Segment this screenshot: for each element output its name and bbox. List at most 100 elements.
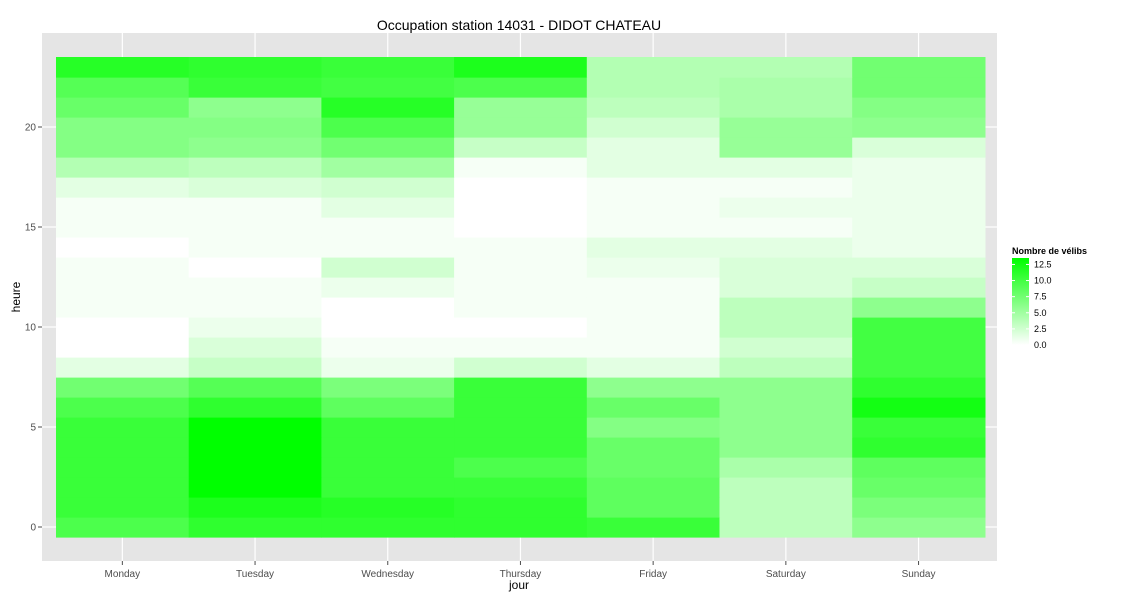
- heatmap-cell: [56, 397, 190, 418]
- heatmap-cell: [719, 237, 853, 258]
- heatmap-cell: [852, 417, 986, 438]
- heatmap-cell: [454, 457, 588, 478]
- x-tick-label-tuesday: Tuesday: [236, 569, 274, 580]
- heatmap-cell: [56, 57, 190, 78]
- heatmap-cell: [852, 277, 986, 298]
- heatmap-cell: [454, 57, 588, 78]
- heatmap-cell: [586, 97, 721, 118]
- heatmap-cell: [56, 77, 190, 98]
- heatmap-cell: [852, 237, 986, 258]
- heatmap-cell: [852, 57, 986, 78]
- heatmap-cell: [454, 277, 588, 298]
- x-tick-label-thursday: Thursday: [500, 569, 542, 580]
- heatmap-cell: [56, 117, 190, 138]
- y-tick-label: 0: [30, 523, 36, 534]
- heatmap-cell: [454, 117, 588, 138]
- heatmap-cell: [321, 497, 455, 518]
- heatmap-cell: [852, 337, 986, 358]
- heatmap-cell: [586, 317, 721, 338]
- heatmap-cell: [321, 77, 455, 98]
- heatmap-cell: [852, 457, 986, 478]
- heatmap-cell: [56, 377, 190, 398]
- heatmap-cell: [454, 437, 588, 458]
- heatmap-cell: [188, 237, 322, 258]
- heatmap-cell: [719, 157, 853, 178]
- heatmap-cell: [852, 157, 986, 178]
- heatmap-cell: [586, 437, 721, 458]
- heatmap-cell: [188, 97, 322, 118]
- legend-tick-label: 10.0: [1034, 276, 1052, 286]
- heatmap-cell: [586, 57, 721, 78]
- heatmap-cell: [454, 477, 588, 498]
- heatmap-cell: [188, 277, 322, 298]
- y-tick-label: 15: [25, 223, 37, 234]
- heatmap-cell: [719, 77, 853, 98]
- heatmap-cell: [188, 77, 322, 98]
- x-tick-label-monday: Monday: [105, 569, 141, 580]
- heatmap-cell: [719, 97, 853, 118]
- heatmap-cells: [56, 57, 986, 538]
- heatmap-cell: [454, 397, 588, 418]
- heatmap-cell: [454, 517, 588, 538]
- heatmap-cell: [56, 137, 190, 158]
- heatmap-cell: [586, 297, 721, 318]
- heatmap-cell: [454, 357, 588, 378]
- heatmap-cell: [56, 97, 190, 118]
- heatmap-cell: [719, 517, 853, 538]
- heatmap-cell: [719, 397, 853, 418]
- heatmap-cell: [56, 517, 190, 538]
- heatmap-cell: [719, 217, 853, 238]
- heatmap-cell: [852, 437, 986, 458]
- heatmap-cell: [719, 417, 853, 438]
- heatmap-cell: [454, 97, 588, 118]
- heatmap-cell: [321, 457, 455, 478]
- heatmap-cell: [321, 237, 455, 258]
- heatmap-cell: [586, 157, 721, 178]
- heatmap-cell: [586, 417, 721, 438]
- heatmap-cell: [56, 297, 190, 318]
- heatmap-cell: [586, 457, 721, 478]
- heatmap-cell: [454, 297, 588, 318]
- heatmap-cell: [321, 477, 455, 498]
- y-axis-title: heure: [9, 281, 23, 312]
- heatmap-cell: [188, 317, 322, 338]
- legend-colorbar: [1012, 258, 1029, 345]
- heatmap-cell: [188, 57, 322, 78]
- heatmap-cell: [188, 497, 322, 518]
- heatmap-cell: [56, 257, 190, 278]
- heatmap-cell: [586, 117, 721, 138]
- legend-tick-label: 0.0: [1034, 340, 1047, 350]
- heatmap-cell: [852, 117, 986, 138]
- x-tick-label-sunday: Sunday: [902, 569, 936, 580]
- heatmap-cell: [454, 337, 588, 358]
- heatmap-cell: [56, 477, 190, 498]
- heatmap-cell: [586, 477, 721, 498]
- heatmap-cell: [321, 417, 455, 438]
- heatmap-cell: [188, 177, 322, 198]
- heatmap-cell: [188, 437, 322, 458]
- heatmap-cell: [586, 337, 721, 358]
- heatmap-cell: [719, 497, 853, 518]
- heatmap-cell: [188, 157, 322, 178]
- heatmap-cell: [188, 377, 322, 398]
- heatmap-cell: [321, 277, 455, 298]
- heatmap-cell: [719, 257, 853, 278]
- heatmap-cell: [719, 117, 853, 138]
- heatmap-cell: [586, 237, 721, 258]
- y-tick-label: 5: [30, 423, 36, 434]
- heatmap-cell: [852, 397, 986, 418]
- legend-tick-label: 5.0: [1034, 308, 1047, 318]
- heatmap-cell: [56, 337, 190, 358]
- heatmap-cell: [321, 357, 455, 378]
- heatmap-cell: [454, 377, 588, 398]
- heatmap-cell: [586, 137, 721, 158]
- heatmap-cell: [321, 257, 455, 278]
- heatmap-cell: [719, 377, 853, 398]
- heatmap-cell: [56, 437, 190, 458]
- heatmap-cell: [719, 197, 853, 218]
- heatmap-cell: [454, 237, 588, 258]
- heatmap-cell: [586, 397, 721, 418]
- legend-tick-label: 12.5: [1034, 259, 1052, 269]
- heatmap-cell: [188, 137, 322, 158]
- heatmap-cell: [454, 317, 588, 338]
